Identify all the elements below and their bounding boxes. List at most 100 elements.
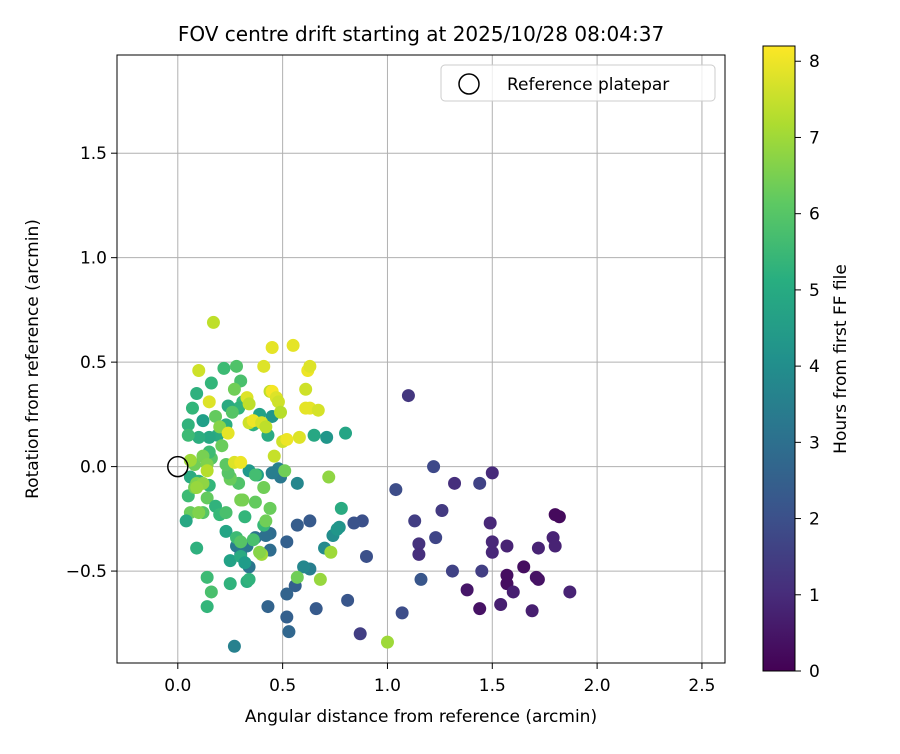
data-point [353,627,367,641]
colorbar-tick-label: 0 [809,662,820,682]
data-point [311,403,325,417]
data-point [196,414,210,428]
colorbar-tick-label: 1 [809,586,820,606]
data-point [227,639,241,653]
data-point [190,541,204,555]
colorbar: 0 1 2 3 4 5 6 7 8 Hours from first FF file [762,45,851,682]
data-point [274,405,288,419]
data-point [334,501,348,515]
y-tick-label: 1.5 [80,144,107,164]
data-point [202,430,216,444]
data-point [330,522,344,536]
data-point [303,514,317,528]
data-point [309,602,323,616]
data-point [427,460,441,474]
data-point [200,491,214,505]
data-point [217,361,231,375]
data-point [448,476,462,490]
data-point [494,597,508,611]
colorbar-label: Hours from first FF file [831,264,851,454]
data-point [200,464,214,478]
data-point [253,545,267,559]
data-point [485,535,499,549]
plot-frame [116,54,726,664]
data-point [548,539,562,553]
data-point [359,549,373,563]
chart-title: FOV centre drift starting at 2025/10/28 … [178,22,664,46]
data-point [192,363,206,377]
data-point [408,514,422,528]
data-point [282,625,296,639]
data-point [227,382,241,396]
data-point [179,514,193,528]
data-point [485,545,499,559]
data-point [483,516,497,530]
grid-lines [117,55,725,663]
data-point [234,493,248,507]
data-point [246,533,260,547]
data-point [221,426,235,440]
data-point [206,315,220,329]
data-point [347,516,361,530]
data-point [299,382,313,396]
x-tick-label: 1.0 [374,676,401,696]
colorbar-tick-label: 7 [809,128,820,148]
colorbar-tick-label: 8 [809,52,820,72]
data-point [280,432,294,446]
data-point [525,604,539,618]
data-point [261,600,275,614]
data-point [248,495,262,509]
data-point [414,572,428,586]
data-point [265,341,279,355]
y-tick-label: 0.0 [80,458,107,478]
data-point [401,389,415,403]
data-point [290,518,304,532]
data-point [238,556,252,570]
data-point [200,570,214,584]
data-point [192,430,206,444]
data-point [234,535,248,549]
data-point [395,606,409,620]
y-axis-ticks: −0.5 0.0 0.5 1.0 1.5 [66,144,117,582]
data-point [297,560,311,574]
data-point [242,572,256,586]
data-point [517,560,531,574]
data-point [280,587,294,601]
y-tick-label: 0.5 [80,353,107,373]
y-axis-label: Rotation from reference (arcmin) [23,219,43,499]
colorbar-tick-label: 3 [809,433,820,453]
data-points [179,315,577,653]
x-tick-label: 1.5 [479,676,506,696]
data-point [435,503,449,517]
data-point [303,359,317,373]
data-point [445,564,459,578]
x-tick-label: 0.5 [269,676,296,696]
data-point [429,531,443,545]
data-point [341,593,355,607]
data-point [506,585,520,599]
colorbar-tick-label: 4 [809,357,820,377]
data-point [412,547,426,561]
data-point [242,397,256,411]
data-point [531,572,545,586]
x-tick-label: 0.0 [164,676,191,696]
colorbar-tick-label: 6 [809,205,820,225]
data-point [248,468,262,482]
data-point [234,455,248,469]
data-point [223,577,237,591]
data-point [257,480,271,494]
data-point [190,480,204,494]
data-point [181,418,195,432]
data-point [290,570,304,584]
data-point [219,524,233,538]
legend-label: Reference platepar [507,75,669,95]
legend-box [440,64,716,102]
data-point [500,539,514,553]
colorbar-ticks: 0 1 2 3 4 5 6 7 8 [795,52,820,682]
data-point [263,501,277,515]
legend: Reference platepar [440,64,716,102]
data-point [215,439,229,453]
data-point [223,554,237,568]
data-point [225,405,239,419]
